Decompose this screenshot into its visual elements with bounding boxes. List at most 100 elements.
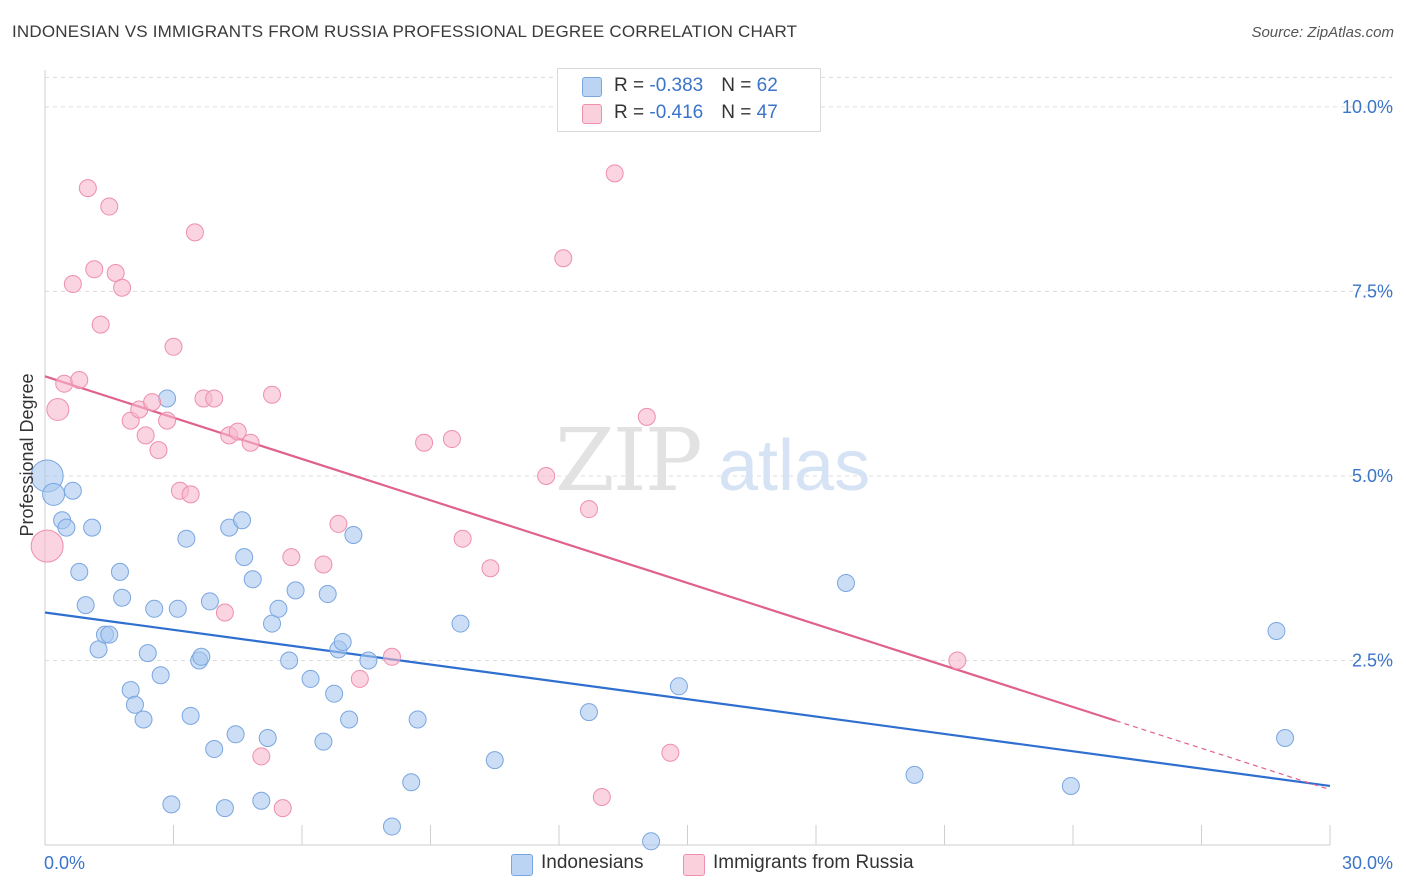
indonesians-point	[258, 728, 277, 747]
indonesians-point	[1267, 621, 1286, 640]
y-tick-label: 10.0%	[1342, 97, 1393, 117]
russia-point	[554, 249, 573, 268]
indonesians-point	[138, 644, 157, 663]
correlation-legend: R = -0.383 N = 62 R = -0.416 N = 47	[557, 68, 821, 132]
russia-point	[46, 398, 70, 422]
indonesians-point	[669, 677, 688, 696]
indonesians-point	[836, 573, 855, 592]
indonesians-point	[333, 633, 352, 652]
n-value: 62	[756, 75, 778, 96]
russia-point	[350, 669, 369, 688]
indonesians-point	[1061, 776, 1080, 795]
indonesians-point	[359, 651, 378, 670]
indonesians-point	[181, 706, 200, 725]
trend-line-dashed	[1115, 720, 1331, 791]
indonesians-point	[168, 599, 187, 618]
russia-point	[55, 374, 74, 393]
russia-point	[453, 529, 472, 548]
indonesians-point	[63, 481, 82, 500]
legend-swatch-pink	[683, 854, 705, 876]
indonesians-point	[402, 773, 421, 792]
russia-point	[637, 407, 656, 426]
russia-point	[185, 223, 204, 242]
russia-point	[329, 514, 348, 533]
indonesians-point	[408, 710, 427, 729]
indonesians-point	[200, 592, 219, 611]
russia-point	[314, 555, 333, 574]
russia-point	[181, 485, 200, 504]
r-label: R =	[614, 102, 650, 123]
indonesians-point	[314, 732, 333, 751]
legend-swatch-blue	[582, 77, 602, 97]
russia-point	[149, 441, 168, 460]
russia-point	[215, 603, 234, 622]
indonesians-point	[192, 647, 211, 666]
indonesians-point	[235, 548, 254, 567]
indonesians-point	[215, 799, 234, 818]
russia-point	[113, 278, 132, 297]
russia-point	[164, 337, 183, 356]
n-value: 47	[756, 102, 778, 123]
indonesians-point	[344, 526, 363, 544]
russia-point	[252, 747, 271, 766]
russia-point	[85, 260, 104, 279]
axes: 2.5% 5.0% 7.5% 10.0% 0.0% 30.0%	[44, 70, 1393, 873]
legend-label: Immigrants from Russia	[713, 852, 914, 873]
indonesians-point	[642, 832, 661, 851]
r-value: -0.416	[649, 102, 704, 123]
chart-title: INDONESIAN VS IMMIGRANTS FROM RUSSIA PRO…	[12, 22, 798, 41]
legend-swatch-blue	[511, 854, 533, 876]
indonesians-point	[125, 695, 144, 714]
indonesians-point	[243, 570, 262, 589]
y-tick-label: 2.5%	[1352, 650, 1393, 670]
indonesians-point	[83, 518, 102, 537]
russia-point	[579, 500, 598, 519]
russia-point	[948, 651, 967, 670]
indonesians-point	[451, 614, 470, 633]
russia-point	[263, 385, 282, 404]
indonesians-point	[1276, 728, 1295, 747]
indonesians-point	[340, 710, 359, 729]
indonesians-point	[579, 703, 598, 722]
indonesians-point	[252, 791, 271, 810]
data-points	[30, 164, 1295, 851]
indonesians-point	[76, 596, 95, 615]
russia-point	[282, 548, 301, 567]
y-axis-title: Professional Degree	[17, 373, 37, 536]
russia-point	[537, 466, 556, 485]
indonesians-point	[100, 625, 119, 644]
x-tick-label: 30.0%	[1342, 853, 1393, 873]
indonesians-point	[286, 581, 305, 600]
legend-label: Indonesians	[541, 852, 644, 873]
indonesians-point	[280, 651, 299, 670]
russia-point	[661, 743, 680, 762]
r-label: R =	[614, 75, 650, 96]
russia-point	[143, 393, 162, 412]
russia-point	[241, 433, 260, 452]
indonesians-point	[485, 751, 504, 770]
indonesians-point	[42, 482, 66, 506]
r-value: -0.383	[649, 75, 704, 96]
watermark-zip: ZIP	[555, 411, 701, 511]
indonesians-point	[110, 562, 129, 581]
russia-point	[592, 788, 611, 807]
russia-point	[78, 179, 97, 198]
source-label: Source: ZipAtlas.com	[1251, 24, 1394, 41]
russia-point	[100, 197, 119, 216]
indonesians-point	[162, 795, 181, 814]
indonesians-point	[145, 599, 164, 618]
n-label: N =	[721, 75, 757, 96]
y-tick-label: 7.5%	[1352, 281, 1393, 301]
indonesians-point	[301, 669, 320, 688]
russia-point	[70, 371, 89, 389]
indonesians-point	[269, 599, 288, 618]
indonesians-point	[226, 725, 245, 744]
russia-point	[158, 411, 177, 430]
x-tick-label: 0.0%	[44, 853, 85, 873]
russia-point	[30, 529, 64, 563]
y-tick-label: 5.0%	[1352, 466, 1393, 486]
russia-point	[442, 430, 461, 449]
russia-point	[228, 422, 247, 441]
russia-point	[382, 647, 401, 666]
